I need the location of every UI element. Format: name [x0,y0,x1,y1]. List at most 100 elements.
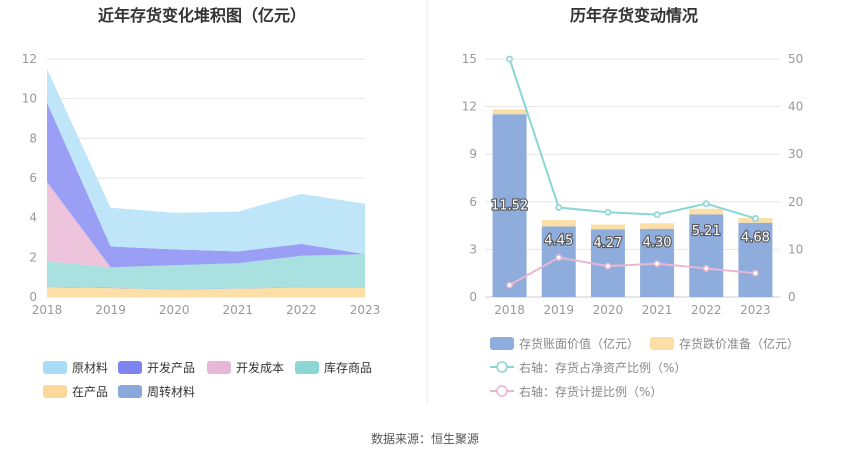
right-x-tick-label: 2022 [691,303,722,317]
line-point [555,254,563,261]
right-legend-marker [496,361,508,373]
left-chart-title: 近年存货变化堆积图（亿元） [98,6,306,25]
left-y-tick-label: 0 [29,290,37,304]
left-chart: 近年存货变化堆积图（亿元） 0 2 4 6 8 10 12 2018 2019 2020 2021… [22,6,381,399]
right-x-tick-label: 2023 [740,303,771,317]
left-x-axis: 2018 2019 2020 2021 2022 2023 [32,303,381,317]
left-x-tick-label: 2018 [32,303,63,317]
line-point [604,208,612,216]
left-legend-label: 周转材料 [147,384,195,399]
line-point [604,262,612,270]
area-series-原材料 [47,68,365,255]
line-point [702,265,710,272]
right-chart: 历年存货变动情况 11.52 4.45 4.27 4.30 5.21 4.68 0 3 6 9 1… [462,6,804,399]
left-x-tick-label: 2022 [286,303,317,317]
right-x-tick-label: 2020 [593,303,624,317]
left-y-tick-label: 6 [29,171,37,185]
bar-value-label: 4.45 [544,234,573,249]
bar-book-value [541,226,576,297]
right-legend-label: 存货跌价准备（亿元） [679,336,799,351]
right-gridlines [485,58,780,298]
bar-value-label: 5.21 [692,224,721,239]
line-point [702,200,710,208]
line-point [752,215,759,222]
right-x-axis: 2018 2019 2020 2021 2022 2023 [494,303,770,317]
right-right-tick-label: 20 [788,195,803,209]
bar-impairment [492,109,527,115]
left-legend-label: 库存商品 [324,360,372,375]
right-legend-label: 右轴：存货计提比例（%） [519,384,662,399]
area-series-库存商品 [47,254,365,290]
right-chart-title: 历年存货变动情况 [570,6,698,25]
right-y-axis-right: 0 10 20 30 40 50 [788,52,803,304]
source-footer: 数据来源：恒生聚源 [371,431,479,446]
right-y-axis-left: 0 3 6 9 12 15 [462,52,477,304]
left-legend-label: 原材料 [72,361,108,375]
area-series-开发产品 [47,102,365,268]
left-y-tick-label: 12 [22,52,37,66]
left-y-tick-label: 4 [29,211,37,225]
right-left-tick-label: 15 [462,52,477,66]
right-right-tick-label: 30 [788,147,803,161]
right-left-tick-label: 3 [469,242,477,256]
line-point [653,260,661,268]
left-y-tick-label: 8 [29,131,37,145]
right-legend: 存货账面价值（亿元） 存货跌价准备（亿元） 右轴：存货占净资产比例（%） 右轴：存货计… [490,336,799,399]
bar-book-value [738,222,773,297]
left-legend-swatch [118,361,142,374]
bar-value-label: 4.68 [741,231,770,246]
right-left-tick-label: 12 [462,100,477,114]
bar-impairment [689,208,724,215]
bar-value-label: 11.52 [491,199,528,214]
line-series-0 [508,58,756,220]
right-x-tick-label: 2018 [494,303,525,317]
right-legend-label: 右轴：存货占净资产比例（%） [519,360,686,375]
left-y-tick-label: 2 [29,250,37,264]
right-right-tick-label: 0 [788,290,796,304]
right-legend-swatch [650,337,674,350]
left-legend-label: 开发产品 [147,360,195,375]
left-legend-swatch [295,361,319,374]
left-legend-label: 在产品 [72,385,108,399]
right-left-tick-label: 6 [469,195,477,209]
right-legend-swatch [490,337,514,350]
right-right-tick-label: 10 [788,242,803,256]
left-y-tick-label: 10 [22,92,37,106]
bar-value-label: 4.27 [593,236,622,251]
line-point [506,55,513,63]
right-legend-marker [496,385,508,397]
line-point [506,281,513,289]
area-series-在产品 [47,287,365,297]
line-point [555,204,563,211]
right-bars [492,109,773,297]
area-series-开发成本 [47,181,365,268]
left-legend-label: 开发成本 [236,360,284,375]
left-legend-swatch [43,385,67,398]
line-point [752,269,759,277]
left-x-tick-label: 2020 [159,303,190,317]
right-x-tick-label: 2019 [543,303,574,317]
left-area-stack [47,68,365,297]
right-right-tick-label: 50 [788,52,803,66]
line-series-1 [509,256,756,286]
right-left-tick-label: 9 [469,147,477,161]
area-series-周转材料 [47,286,365,290]
line-point [653,211,661,219]
right-bar-labels: 11.52 4.45 4.27 4.30 5.21 4.68 [490,198,771,252]
left-legend-swatch [118,385,142,398]
left-x-tick-label: 2019 [95,303,126,317]
bar-value-label: 4.30 [643,235,672,250]
left-x-tick-label: 2021 [223,303,254,317]
right-left-tick-label: 0 [469,290,477,304]
right-right-tick-label: 40 [788,100,803,114]
bar-impairment [590,224,625,230]
bar-impairment [640,223,675,229]
bar-book-value [689,214,724,297]
bar-impairment [541,220,576,227]
right-lines [506,55,759,289]
bar-book-value [492,114,527,297]
left-x-tick-label: 2023 [350,303,381,317]
